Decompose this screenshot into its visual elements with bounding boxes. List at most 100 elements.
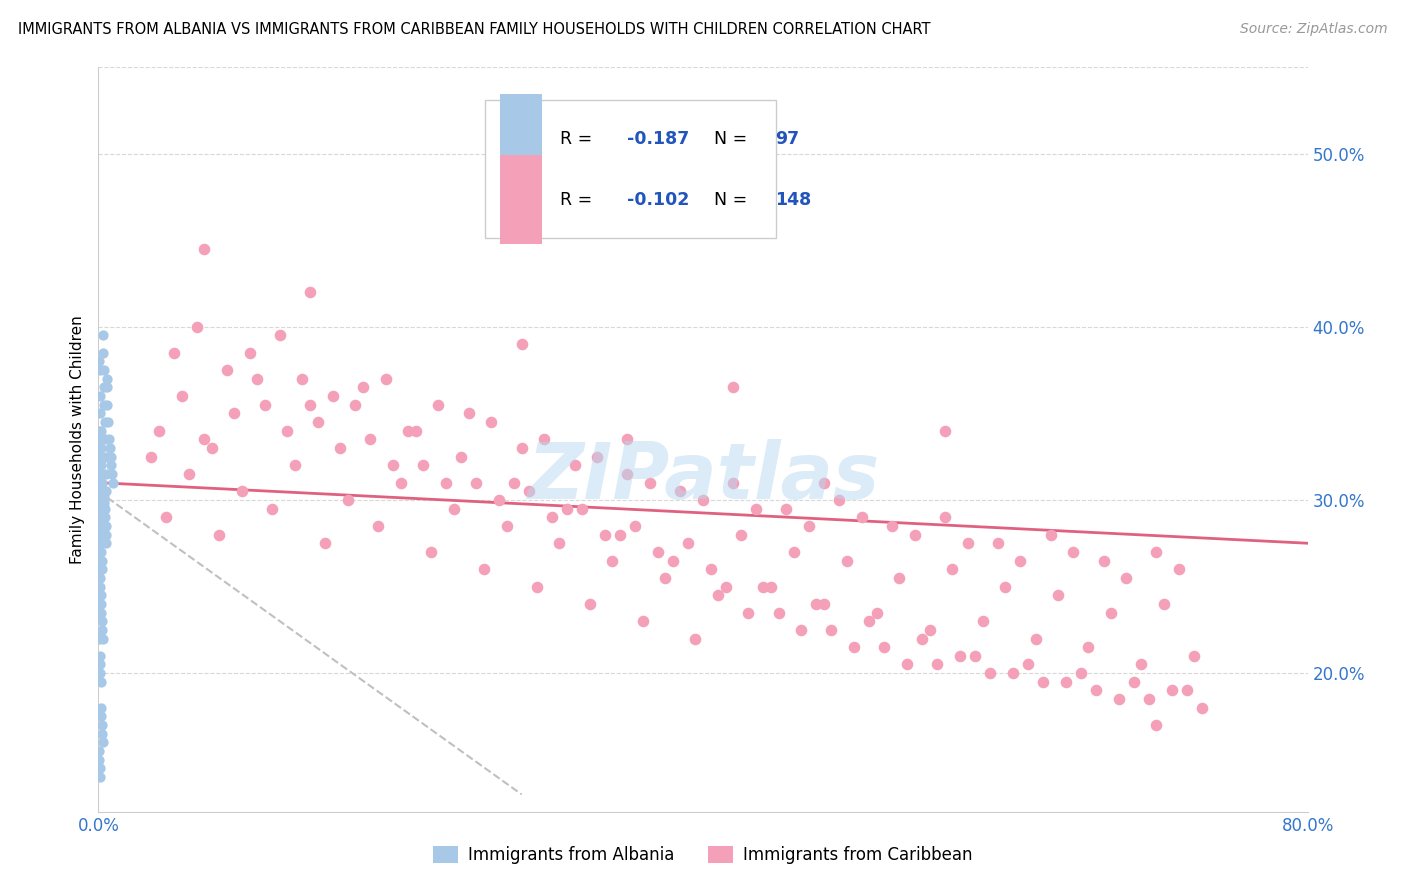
Point bbox=[647, 545, 669, 559]
Point bbox=[89, 753, 111, 767]
Point bbox=[631, 614, 654, 628]
Point bbox=[828, 492, 851, 507]
Point bbox=[215, 363, 238, 377]
Point bbox=[90, 492, 112, 507]
Point bbox=[89, 666, 111, 681]
Point bbox=[510, 337, 533, 351]
Point bbox=[90, 588, 112, 602]
Point bbox=[93, 380, 115, 394]
Point bbox=[89, 490, 111, 504]
Point bbox=[578, 597, 600, 611]
Point bbox=[1092, 553, 1115, 567]
Point bbox=[89, 458, 111, 473]
Point bbox=[90, 674, 112, 689]
Point bbox=[1054, 674, 1077, 689]
Point bbox=[593, 527, 616, 541]
Point bbox=[752, 580, 775, 594]
Point bbox=[564, 458, 586, 473]
Point bbox=[90, 467, 112, 481]
Y-axis label: Family Households with Children: Family Households with Children bbox=[69, 315, 84, 564]
Point bbox=[382, 458, 405, 473]
Point bbox=[1115, 571, 1137, 585]
Point bbox=[89, 770, 111, 784]
FancyBboxPatch shape bbox=[501, 95, 543, 184]
Point bbox=[1182, 648, 1205, 663]
Point bbox=[291, 372, 314, 386]
Point bbox=[472, 562, 495, 576]
Point bbox=[1137, 692, 1160, 706]
Point bbox=[548, 536, 571, 550]
Point bbox=[723, 380, 745, 394]
Point bbox=[90, 597, 112, 611]
Point bbox=[89, 458, 111, 473]
Point bbox=[90, 424, 112, 438]
Point bbox=[89, 632, 111, 646]
Point bbox=[820, 623, 842, 637]
Point bbox=[790, 623, 813, 637]
Point bbox=[918, 623, 941, 637]
Point bbox=[314, 536, 336, 550]
Point bbox=[866, 606, 889, 620]
Point bbox=[91, 345, 114, 359]
Point bbox=[89, 441, 111, 455]
Point bbox=[94, 415, 117, 429]
Point bbox=[90, 536, 112, 550]
Text: R =: R = bbox=[561, 130, 598, 148]
Point bbox=[89, 562, 111, 576]
Point bbox=[100, 458, 122, 473]
Point bbox=[90, 467, 112, 481]
Point bbox=[851, 510, 873, 524]
Point bbox=[616, 432, 638, 446]
Point bbox=[941, 562, 963, 576]
Point bbox=[89, 389, 111, 403]
Point bbox=[89, 580, 111, 594]
Point bbox=[457, 406, 479, 420]
Point bbox=[90, 562, 112, 576]
Point bbox=[1010, 553, 1032, 567]
Point bbox=[669, 484, 692, 499]
Point bbox=[208, 527, 231, 541]
Point bbox=[1039, 527, 1062, 541]
Point bbox=[934, 424, 956, 438]
Point bbox=[276, 424, 298, 438]
Point bbox=[768, 606, 790, 620]
Point bbox=[911, 632, 934, 646]
Point bbox=[412, 458, 434, 473]
Point bbox=[450, 450, 472, 464]
Point bbox=[367, 519, 389, 533]
Point bbox=[89, 553, 111, 567]
Point bbox=[94, 519, 117, 533]
Point bbox=[1099, 606, 1122, 620]
Point bbox=[90, 458, 112, 473]
Point bbox=[889, 571, 911, 585]
Point bbox=[93, 363, 115, 377]
Point bbox=[90, 479, 112, 493]
Point bbox=[510, 441, 533, 455]
Text: N =: N = bbox=[703, 191, 752, 209]
Point bbox=[94, 432, 117, 446]
Point bbox=[481, 415, 503, 429]
Point bbox=[1017, 657, 1039, 672]
Point bbox=[89, 363, 111, 377]
Point bbox=[91, 735, 114, 749]
Point bbox=[90, 488, 112, 502]
Point bbox=[352, 380, 374, 394]
Legend: Immigrants from Albania, Immigrants from Caribbean: Immigrants from Albania, Immigrants from… bbox=[427, 838, 979, 871]
Point bbox=[89, 475, 111, 490]
Point bbox=[307, 415, 329, 429]
Point bbox=[179, 467, 201, 481]
Point bbox=[956, 536, 979, 550]
Point bbox=[89, 501, 111, 516]
Point bbox=[299, 285, 322, 299]
Point bbox=[90, 614, 112, 628]
Point bbox=[90, 441, 112, 455]
Point bbox=[89, 424, 111, 438]
Point bbox=[1146, 545, 1168, 559]
Point bbox=[89, 519, 111, 533]
Point bbox=[1160, 683, 1182, 698]
Point bbox=[1191, 700, 1213, 714]
Point bbox=[927, 657, 949, 672]
Point bbox=[94, 501, 117, 516]
Point bbox=[193, 432, 215, 446]
Point bbox=[972, 614, 994, 628]
